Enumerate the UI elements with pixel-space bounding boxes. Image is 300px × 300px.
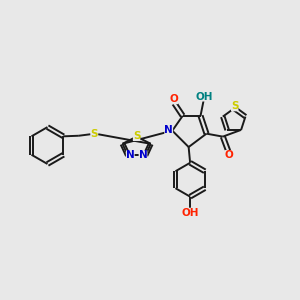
Text: O: O [224, 150, 233, 160]
Text: N: N [164, 125, 173, 135]
Text: S: S [133, 131, 140, 141]
Text: O: O [169, 94, 178, 104]
Text: N: N [139, 150, 147, 161]
Text: OH: OH [182, 208, 199, 218]
Text: S: S [231, 101, 238, 111]
Text: N: N [126, 150, 135, 161]
Text: OH: OH [195, 92, 213, 101]
Text: S: S [91, 129, 98, 139]
